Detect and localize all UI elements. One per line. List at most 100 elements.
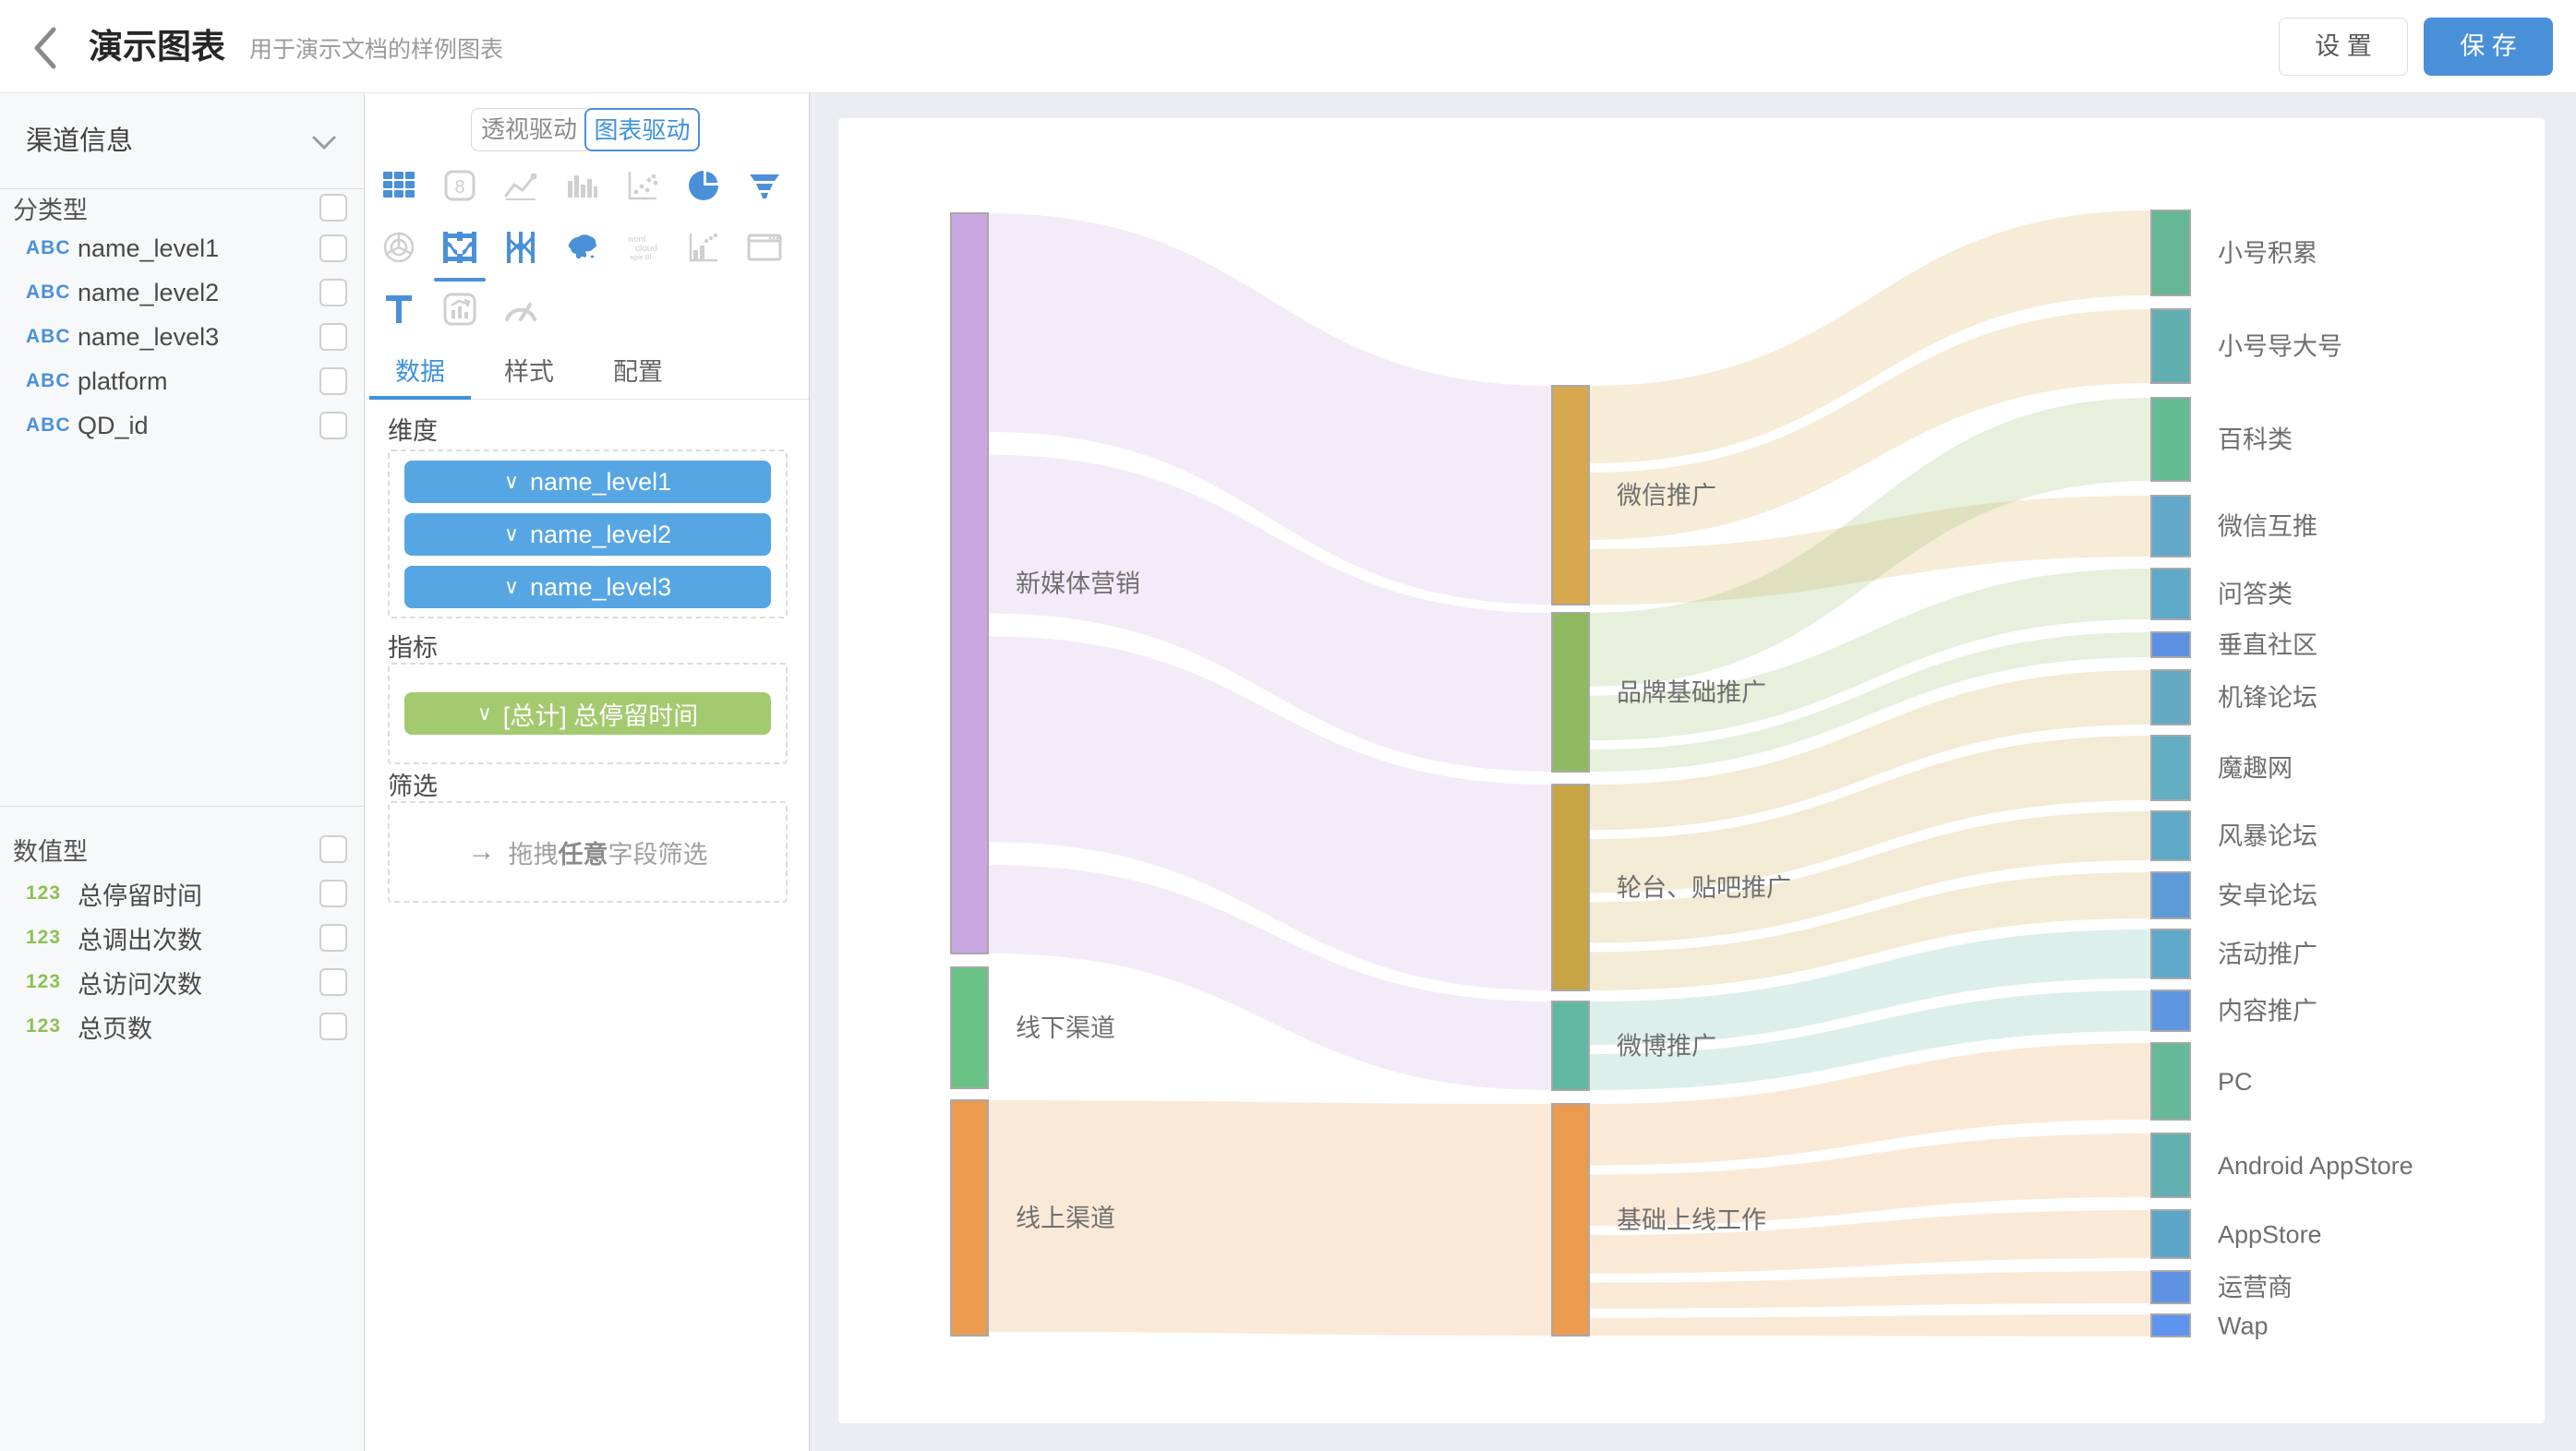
sankey-node[interactable] xyxy=(1551,1103,1590,1337)
text-chart-icon[interactable] xyxy=(368,278,429,340)
sankey-node[interactable] xyxy=(2150,210,2191,296)
field-checkbox[interactable] xyxy=(319,968,347,996)
dataset-selector[interactable]: 渠道信息 xyxy=(0,93,364,189)
sankey-node[interactable] xyxy=(2150,1209,2191,1259)
field-row[interactable]: ABC name_level2 xyxy=(0,270,364,315)
sankey-link[interactable] xyxy=(1589,872,2151,990)
field-row[interactable]: ABC name_level1 xyxy=(0,226,364,270)
sankey-node-label: 运营商 xyxy=(2218,1274,2293,1301)
number-type-icon: 123 xyxy=(26,1015,62,1037)
svg-text:cloud: cloud xyxy=(635,244,657,254)
field-checkbox[interactable] xyxy=(319,323,347,351)
field-checkbox[interactable] xyxy=(319,880,347,907)
dimension-pill[interactable]: ∨ name_level1 xyxy=(404,461,771,503)
field-row[interactable]: ABC QD_id xyxy=(0,403,364,448)
dimension-type-label: 分类型 xyxy=(13,196,88,224)
sankey-node[interactable] xyxy=(2150,989,2191,1032)
sankey-node[interactable] xyxy=(2150,397,2191,482)
dimension-pill-label: name_level2 xyxy=(530,520,672,548)
sankey-link[interactable] xyxy=(1589,569,2151,741)
sankey-link[interactable] xyxy=(1589,1314,2151,1337)
field-row[interactable]: ABC platform xyxy=(0,359,364,403)
sankey-link[interactable] xyxy=(1589,929,2151,1045)
measure-dropzone[interactable]: ∨ [总计] 总停留时间 xyxy=(388,663,788,764)
tab-style[interactable]: 样式 xyxy=(504,358,554,386)
dimension-dropzone[interactable]: ∨ name_level1 ∨ name_level2 ∨ name_level3 xyxy=(388,450,788,618)
sankey-link[interactable] xyxy=(988,454,1552,772)
dimension-section-checkbox[interactable] xyxy=(319,194,347,222)
sankey-node[interactable] xyxy=(2150,735,2191,801)
sankey-node[interactable] xyxy=(2150,308,2191,384)
field-checkbox[interactable] xyxy=(319,924,347,952)
sankey-link[interactable] xyxy=(988,865,1552,1090)
field-row[interactable]: 123 总调出次数 xyxy=(0,916,364,960)
field-checkbox[interactable] xyxy=(319,234,347,262)
field-row[interactable]: ABC name_level3 xyxy=(0,315,364,359)
sankey-node[interactable] xyxy=(1551,612,1590,773)
field-checkbox[interactable] xyxy=(319,1013,347,1040)
china-map-icon[interactable] xyxy=(551,216,612,278)
sankey-link[interactable] xyxy=(1589,632,2151,772)
sankey-link[interactable] xyxy=(1589,1210,2151,1274)
sankey-node[interactable] xyxy=(2150,631,2191,658)
sankey-link[interactable] xyxy=(1589,990,2151,1090)
field-row[interactable]: 123 总访问次数 xyxy=(0,960,364,1004)
sankey-link[interactable] xyxy=(1589,736,2151,893)
tab-chart-driven[interactable]: 图表驱动 xyxy=(584,108,700,151)
sankey-node[interactable] xyxy=(950,966,989,1089)
sankey-link[interactable] xyxy=(988,636,1552,990)
field-row[interactable]: 123 总页数 xyxy=(0,1004,364,1049)
field-checkbox[interactable] xyxy=(319,367,347,395)
tab-pivot-driven[interactable]: 透视驱动 xyxy=(471,108,586,151)
sankey-link[interactable] xyxy=(1589,398,2151,687)
sankey-link[interactable] xyxy=(1589,309,2151,540)
sankey-node-label: 机锋论坛 xyxy=(2218,684,2317,712)
sankey-node[interactable] xyxy=(2150,1133,2191,1198)
sankey-node-label: 线下渠道 xyxy=(1016,1014,1115,1042)
sankey-node[interactable] xyxy=(2150,669,2191,726)
dimension-pill[interactable]: ∨ name_level3 xyxy=(404,566,771,608)
back-button[interactable] xyxy=(26,22,66,74)
waterfall-chart-icon xyxy=(673,216,734,278)
sankey-node[interactable] xyxy=(950,1099,989,1337)
sankey-node[interactable] xyxy=(950,212,989,954)
field-name: name_level1 xyxy=(78,234,220,262)
measure-type-header: 数值型 xyxy=(0,827,364,871)
parallel-chart-icon[interactable] xyxy=(490,216,551,278)
sankey-node[interactable] xyxy=(2150,495,2191,558)
filter-dropzone[interactable]: → 拖拽任意字段筛选 xyxy=(388,801,788,903)
measure-pill[interactable]: ∨ [总计] 总停留时间 xyxy=(404,692,771,735)
sankey-link[interactable] xyxy=(1589,670,2151,831)
save-button[interactable]: 保 存 xyxy=(2424,18,2553,76)
field-checkbox[interactable] xyxy=(319,412,347,439)
sankey-node[interactable] xyxy=(1551,385,1590,606)
funnel-chart-icon[interactable] xyxy=(734,154,795,216)
sankey-link[interactable] xyxy=(1589,496,2151,605)
sankey-node[interactable] xyxy=(2150,1042,2191,1121)
pie-chart-icon[interactable] xyxy=(673,154,734,216)
sankey-node[interactable] xyxy=(2150,929,2191,979)
measure-section-checkbox[interactable] xyxy=(319,835,347,863)
sankey-node[interactable] xyxy=(2150,871,2191,919)
settings-button[interactable]: 设 置 xyxy=(2279,18,2408,76)
sankey-chart-icon[interactable] xyxy=(429,216,490,282)
field-checkbox[interactable] xyxy=(319,279,347,306)
sankey-link[interactable] xyxy=(1589,1271,2151,1309)
sankey-node[interactable] xyxy=(2150,1313,2191,1337)
table-chart-icon[interactable] xyxy=(368,154,429,216)
sankey-link[interactable] xyxy=(1589,1133,2151,1226)
dimension-pill[interactable]: ∨ name_level2 xyxy=(404,513,771,556)
sankey-link[interactable] xyxy=(1589,210,2151,463)
sankey-node[interactable] xyxy=(2150,1270,2191,1304)
sankey-node[interactable] xyxy=(1551,784,1590,991)
field-row[interactable]: 123 总停留时间 xyxy=(0,871,364,916)
sankey-link[interactable] xyxy=(988,213,1552,605)
sankey-link[interactable] xyxy=(1589,1043,2151,1166)
sankey-link[interactable] xyxy=(1589,811,2151,943)
sankey-link[interactable] xyxy=(988,1100,1552,1336)
sankey-node[interactable] xyxy=(2150,810,2191,861)
sankey-node[interactable] xyxy=(2150,568,2191,620)
tab-config[interactable]: 配置 xyxy=(613,358,663,386)
tab-data[interactable]: 数据 xyxy=(366,348,475,400)
sankey-node[interactable] xyxy=(1551,1001,1590,1091)
